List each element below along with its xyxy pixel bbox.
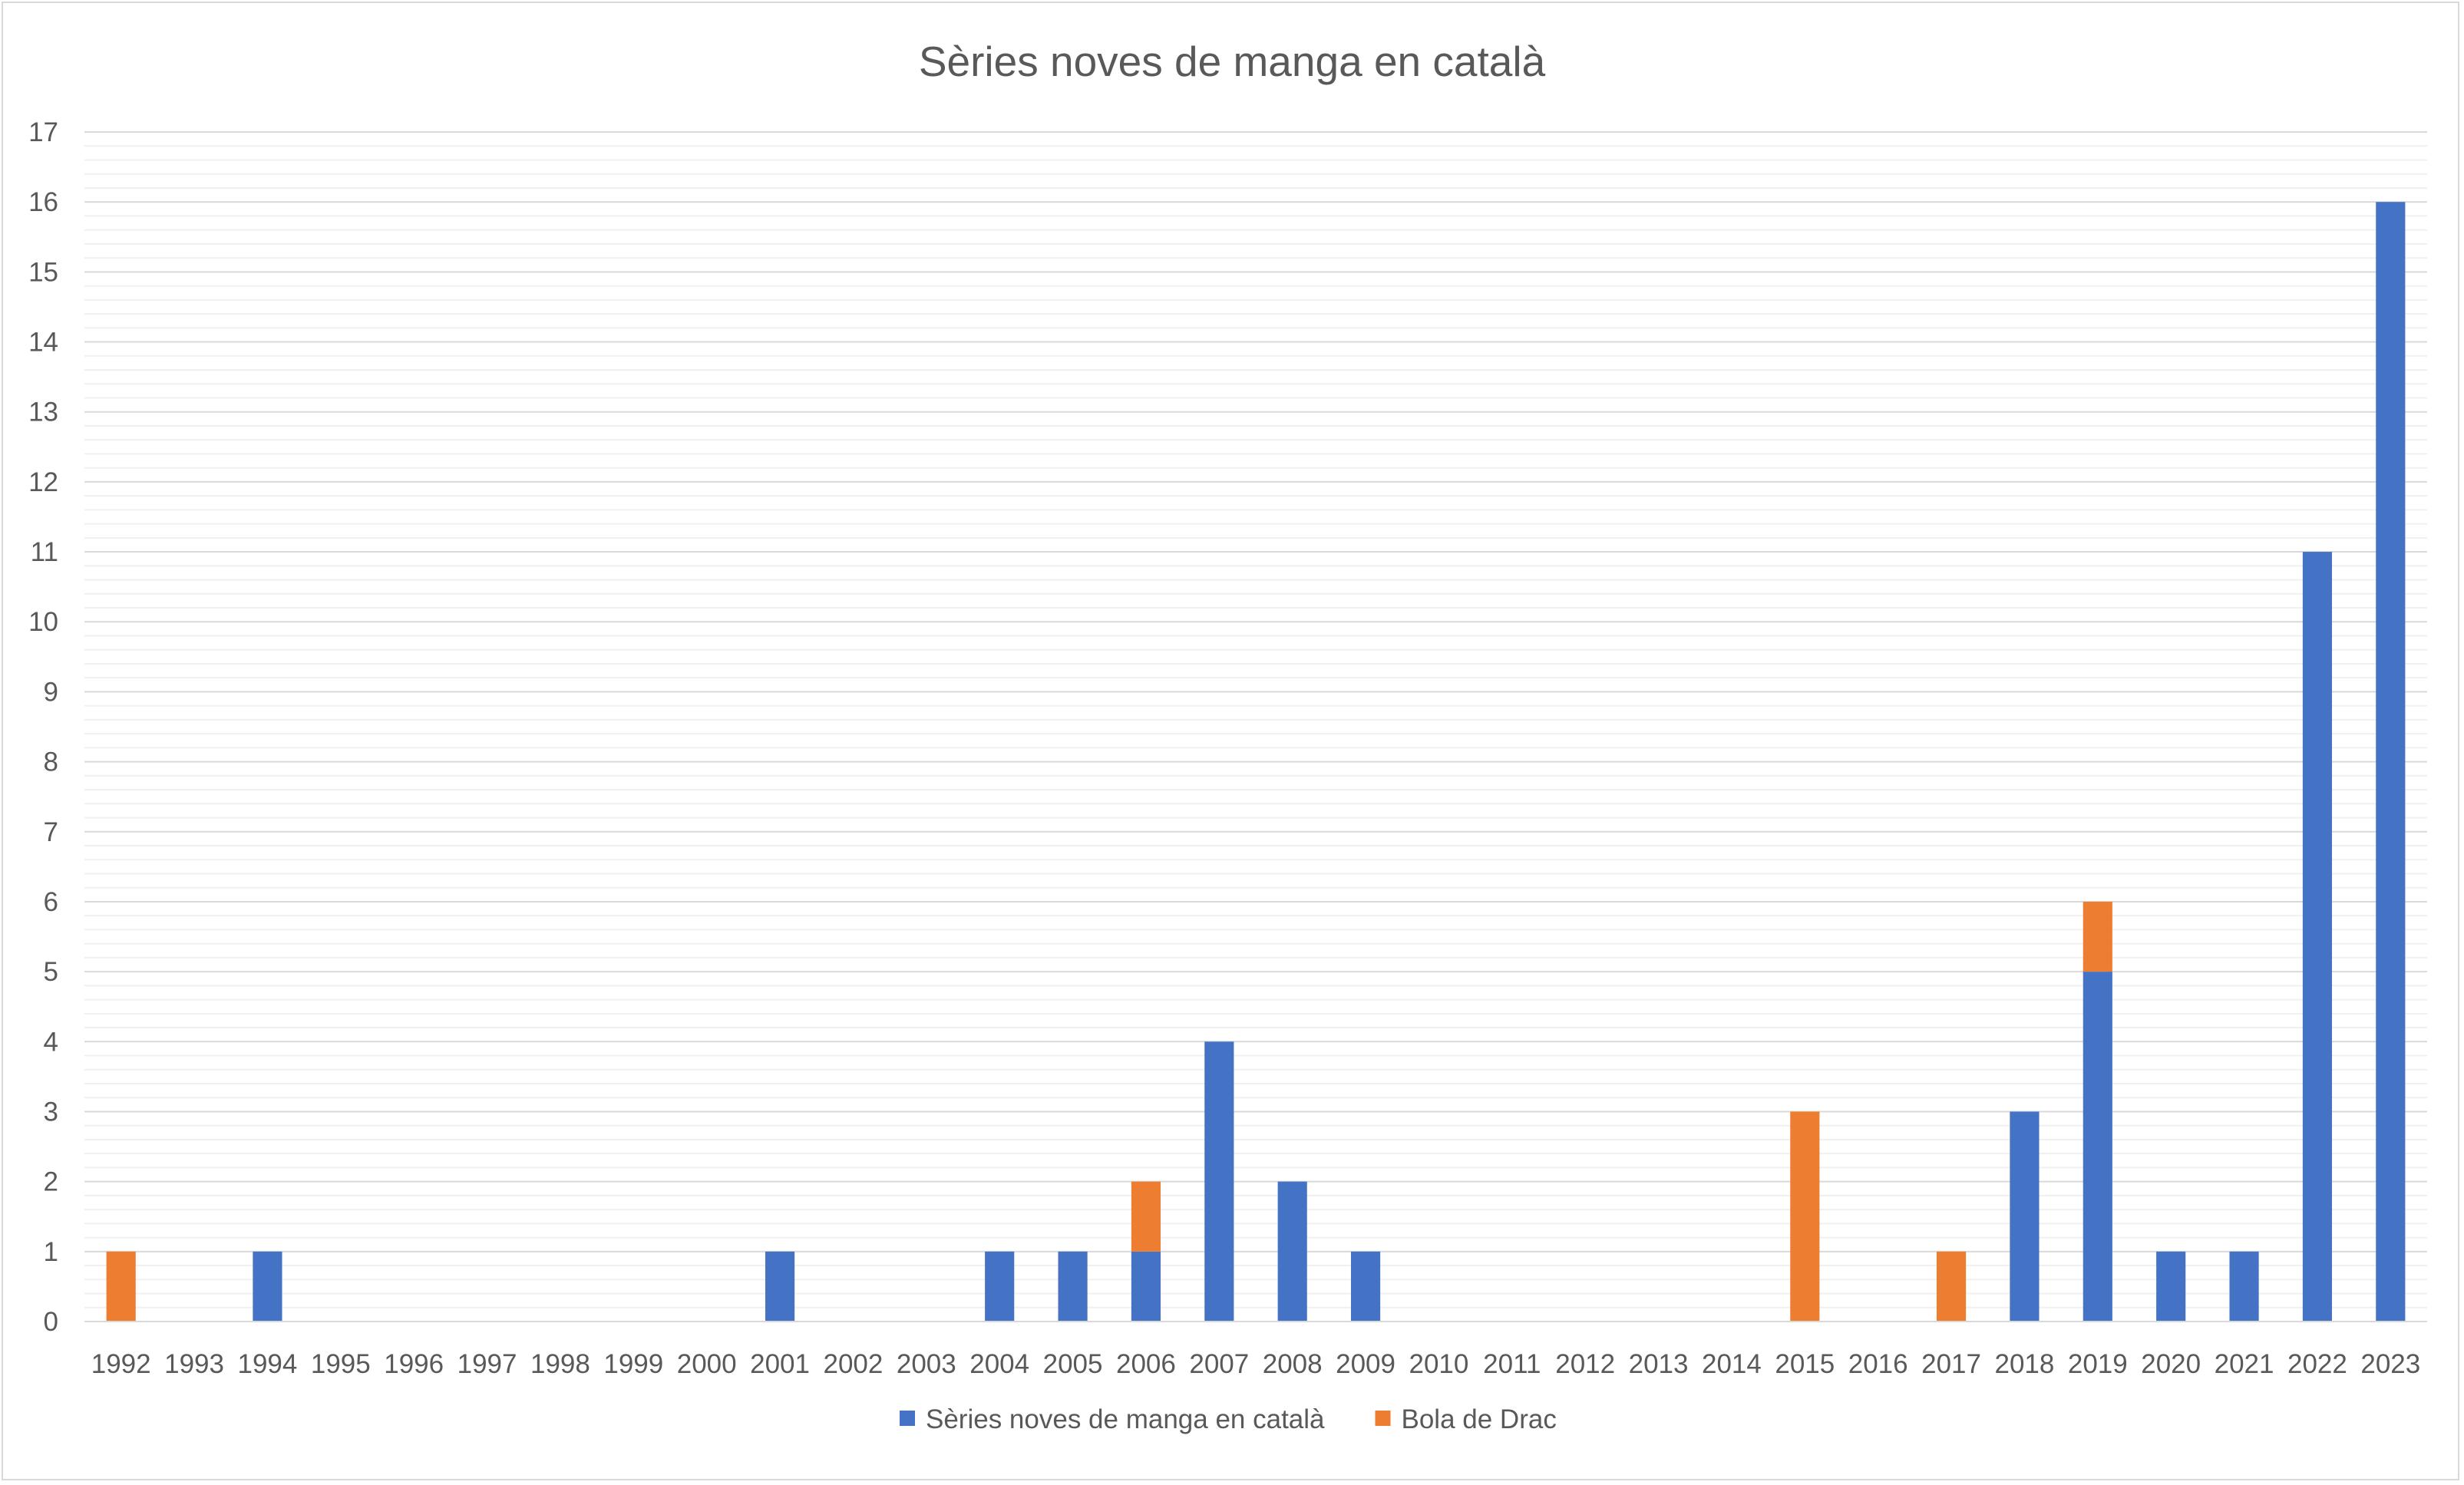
y-tick-label: 14 xyxy=(28,328,58,358)
x-tick-label: 1995 xyxy=(311,1349,371,1379)
bar-manga-2019 xyxy=(2083,972,2112,1322)
y-tick-label: 11 xyxy=(31,537,58,567)
x-tick-label: 2000 xyxy=(677,1349,737,1379)
x-tick-label: 1992 xyxy=(91,1349,151,1379)
x-tick-label: 2007 xyxy=(1189,1349,1249,1379)
bar-bola-de-drac-1992 xyxy=(106,1251,136,1322)
x-tick-label: 1998 xyxy=(530,1349,590,1379)
x-tick-label: 2019 xyxy=(2068,1349,2128,1379)
y-tick-label: 9 xyxy=(44,677,58,707)
legend-label: Bola de Drac xyxy=(1402,1404,1557,1434)
x-tick-label: 1993 xyxy=(164,1349,224,1379)
bar-manga-2009 xyxy=(1350,1251,1381,1322)
legend-swatch xyxy=(900,1411,915,1426)
bar-manga-2001 xyxy=(765,1251,795,1322)
x-tick-label: 2020 xyxy=(2141,1349,2201,1379)
bar-manga-2020 xyxy=(2156,1251,2186,1322)
bar-manga-2018 xyxy=(2010,1111,2040,1322)
x-tick-label: 2016 xyxy=(1848,1349,1908,1379)
bar-bola-de-drac-2006 xyxy=(1131,1181,1161,1252)
chart-title: Sèries noves de manga en català xyxy=(919,38,1546,85)
x-tick-label: 2012 xyxy=(1555,1349,1615,1379)
y-tick-label: 17 xyxy=(28,117,58,147)
x-tick-label: 1996 xyxy=(384,1349,444,1379)
bar-manga-1994 xyxy=(253,1251,282,1322)
bar-manga-2021 xyxy=(2229,1251,2259,1322)
x-tick-label: 2008 xyxy=(1263,1349,1323,1379)
x-axis-ticks: 1992 1993 1994 1995 1996 1997 1998 1999 2000 2001… xyxy=(91,1349,2421,1379)
y-tick-label: 6 xyxy=(44,887,58,917)
bar-bola-de-drac-2015 xyxy=(1790,1111,1820,1322)
x-tick-label: 2003 xyxy=(897,1349,956,1379)
x-tick-label: 2002 xyxy=(824,1349,884,1379)
y-tick-label: 16 xyxy=(28,187,58,217)
x-tick-label: 2013 xyxy=(1629,1349,1689,1379)
bar-bola-de-drac-2017 xyxy=(1936,1251,1967,1322)
x-tick-label: 2023 xyxy=(2360,1349,2420,1379)
legend: Sèries noves de manga en català Bola de D… xyxy=(900,1404,1557,1434)
x-tick-label: 1997 xyxy=(457,1349,517,1379)
bar-manga-2006 xyxy=(1131,1251,1161,1322)
y-tick-label: 15 xyxy=(28,257,58,287)
bars xyxy=(106,202,2406,1322)
gridlines xyxy=(84,131,2427,1308)
x-tick-label: 2021 xyxy=(2215,1349,2274,1379)
y-tick-label: 7 xyxy=(44,817,58,847)
x-tick-label: 2018 xyxy=(1995,1349,2055,1379)
x-tick-label: 2014 xyxy=(1702,1349,1762,1379)
y-tick-label: 8 xyxy=(44,747,58,777)
y-tick-label: 1 xyxy=(44,1237,58,1267)
y-tick-label: 0 xyxy=(44,1307,58,1337)
x-tick-label: 2001 xyxy=(750,1349,810,1379)
bar-manga-2022 xyxy=(2302,552,2333,1322)
bar-manga-2005 xyxy=(1058,1251,1088,1322)
bar-manga-2008 xyxy=(1277,1181,1307,1322)
x-tick-label: 2015 xyxy=(1775,1349,1835,1379)
x-tick-label: 2010 xyxy=(1409,1349,1469,1379)
y-tick-label: 2 xyxy=(44,1167,58,1197)
x-tick-label: 2005 xyxy=(1043,1349,1103,1379)
x-tick-label: 2011 xyxy=(1483,1349,1541,1379)
x-tick-label: 1994 xyxy=(238,1349,298,1379)
bar-manga-2004 xyxy=(985,1251,1015,1322)
x-tick-label: 2006 xyxy=(1116,1349,1176,1379)
y-tick-label: 3 xyxy=(44,1097,58,1127)
bar-bola-de-drac-2019 xyxy=(2083,901,2112,972)
y-tick-label: 12 xyxy=(28,467,58,497)
bar-manga-2007 xyxy=(1204,1041,1234,1322)
x-tick-label: 2017 xyxy=(1921,1349,1981,1379)
bar-manga-2023 xyxy=(2376,202,2406,1322)
y-tick-label: 13 xyxy=(28,398,58,427)
x-tick-label: 1999 xyxy=(603,1349,663,1379)
y-tick-label: 10 xyxy=(28,607,58,637)
y-tick-label: 4 xyxy=(44,1027,58,1057)
x-tick-label: 2022 xyxy=(2287,1349,2347,1379)
x-tick-label: 2009 xyxy=(1336,1349,1395,1379)
legend-label: Sèries noves de manga en català xyxy=(926,1404,1325,1434)
x-tick-label: 2004 xyxy=(969,1349,1029,1379)
legend-swatch xyxy=(1375,1411,1391,1426)
y-tick-label: 5 xyxy=(44,957,58,987)
